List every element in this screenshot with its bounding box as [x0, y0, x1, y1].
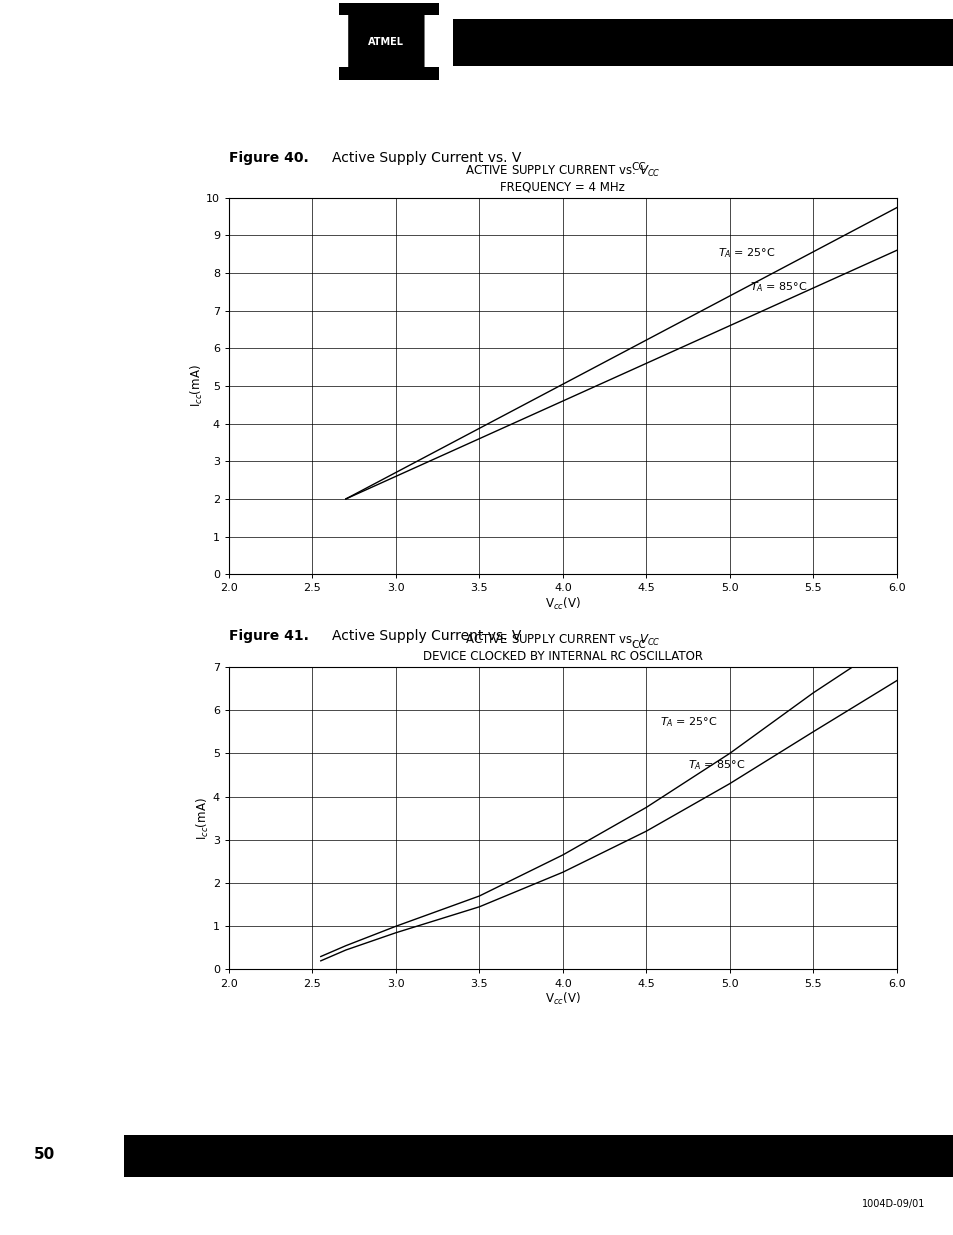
X-axis label: V$_{cc}$(V): V$_{cc}$(V) — [544, 597, 580, 613]
Text: CC: CC — [631, 640, 645, 651]
Title: ACTIVE SUPPLY CURRENT vs. $V_{CC}$
FREQUENCY = 4 MHz: ACTIVE SUPPLY CURRENT vs. $V_{CC}$ FREQU… — [464, 163, 660, 194]
Text: 50: 50 — [33, 1147, 54, 1162]
Polygon shape — [348, 4, 424, 80]
Bar — [453, 20, 953, 65]
X-axis label: V$_{cc}$(V): V$_{cc}$(V) — [544, 992, 580, 1008]
Y-axis label: I$_{cc}$(mA): I$_{cc}$(mA) — [195, 797, 212, 840]
Text: CC: CC — [631, 162, 645, 173]
Text: ATMEL: ATMEL — [368, 37, 404, 47]
Title: ACTIVE SUPPLY CURRENT vs. $V_{CC}$
DEVICE CLOCKED BY INTERNAL RC OSCILLATOR: ACTIVE SUPPLY CURRENT vs. $V_{CC}$ DEVIC… — [422, 632, 702, 663]
Text: $T_A$ = 25°C: $T_A$ = 25°C — [659, 715, 717, 729]
Text: $T_A$ = 85°C: $T_A$ = 85°C — [687, 758, 745, 772]
Bar — [338, 2, 438, 15]
Text: Active Supply Current vs. V: Active Supply Current vs. V — [332, 629, 521, 643]
Text: 1004D-09/01: 1004D-09/01 — [862, 1199, 924, 1209]
Bar — [338, 67, 438, 80]
Text: $T_A$ = 85°C: $T_A$ = 85°C — [749, 280, 807, 294]
Text: $T_A$ = 25°C: $T_A$ = 25°C — [718, 246, 775, 259]
Text: AT90S/LS2323/2343: AT90S/LS2323/2343 — [124, 1142, 387, 1167]
Text: Figure 40.: Figure 40. — [229, 151, 309, 165]
Text: Active Supply Current vs. V: Active Supply Current vs. V — [332, 151, 521, 165]
Text: Figure 41.: Figure 41. — [229, 629, 309, 643]
Bar — [124, 1135, 953, 1177]
Y-axis label: I$_{cc}$(mA): I$_{cc}$(mA) — [189, 364, 204, 408]
